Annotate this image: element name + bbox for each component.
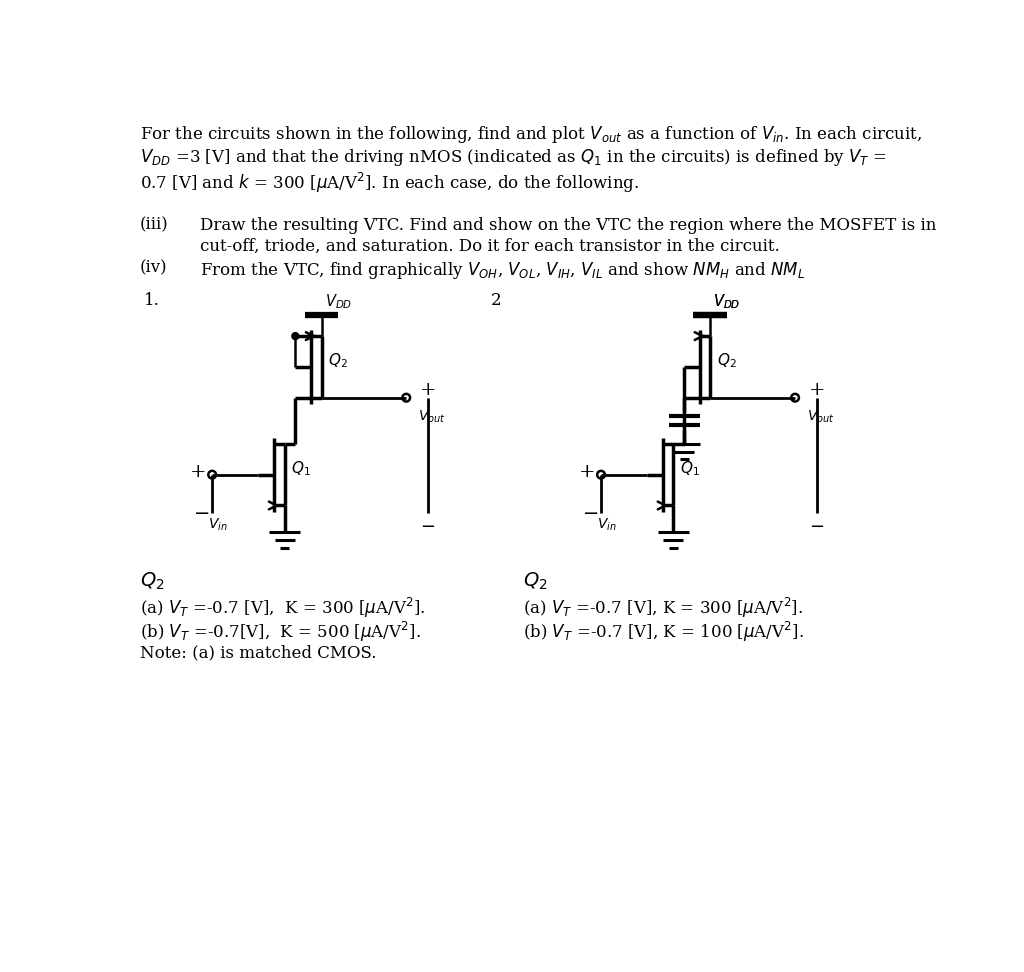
Text: $-$: $-$ [582,503,598,521]
Text: 2: 2 [490,293,502,309]
Text: (a) $V_T$ =-0.7 [V],  K = 300 [$\mu$A/V$^2$].: (a) $V_T$ =-0.7 [V], K = 300 [$\mu$A/V$^… [140,596,425,620]
Text: $Q_1$: $Q_1$ [291,459,310,478]
Text: $V_{DD}$: $V_{DD}$ [714,292,740,311]
Text: +: + [420,381,436,399]
Text: $V_{DD}$ =3 [V] and that the driving nMOS (indicated as $Q_1$ in the circuits) i: $V_{DD}$ =3 [V] and that the driving nMO… [140,148,887,168]
Text: $-$: $-$ [809,516,824,535]
Text: 0.7 [V] and $k$ = 300 [$\mu$A/V$^2$]. In each case, do the following.: 0.7 [V] and $k$ = 300 [$\mu$A/V$^2$]. In… [140,170,639,194]
Text: $V_{out}$: $V_{out}$ [418,408,445,425]
Text: (b) $V_T$ =-0.7[V],  K = 500 [$\mu$A/V$^2$].: (b) $V_T$ =-0.7[V], K = 500 [$\mu$A/V$^2… [140,620,421,644]
Text: $-$: $-$ [420,516,435,535]
Circle shape [292,332,299,339]
Text: $-$: $-$ [194,503,210,521]
Text: $V_{in}$: $V_{in}$ [597,517,616,534]
Text: $V_{out}$: $V_{out}$ [807,408,835,425]
Text: $V_{in}$: $V_{in}$ [208,517,228,534]
Text: $V_{DD}$: $V_{DD}$ [714,292,740,311]
Text: 1.: 1. [144,293,161,309]
Text: From the VTC, find graphically $V_{OH}$, $V_{OL}$, $V_{IH}$, $V_{IL}$ and show $: From the VTC, find graphically $V_{OH}$,… [200,260,805,281]
Text: $Q_2$: $Q_2$ [717,352,736,370]
Text: $V_{DD}$: $V_{DD}$ [325,292,352,311]
Text: +: + [579,463,595,480]
Text: +: + [808,381,825,399]
Text: Note: (a) is matched CMOS.: Note: (a) is matched CMOS. [140,644,376,662]
Text: $Q_2$: $Q_2$ [328,352,347,370]
Text: $Q_2$: $Q_2$ [523,571,548,592]
Text: (a) $V_T$ =-0.7 [V], K = 300 [$\mu$A/V$^2$].: (a) $V_T$ =-0.7 [V], K = 300 [$\mu$A/V$^… [523,596,804,620]
Text: (iii): (iii) [140,217,169,233]
Text: $Q_1$: $Q_1$ [680,459,699,478]
Text: For the circuits shown in the following, find and plot $V_{out}$ as a function o: For the circuits shown in the following,… [140,124,922,146]
Text: (b) $V_T$ =-0.7 [V], K = 100 [$\mu$A/V$^2$].: (b) $V_T$ =-0.7 [V], K = 100 [$\mu$A/V$^… [523,620,804,644]
Text: $Q_2$: $Q_2$ [140,571,165,592]
Text: Draw the resulting VTC. Find and show on the VTC the region where the MOSFET is : Draw the resulting VTC. Find and show on… [200,217,936,233]
Text: (iv): (iv) [140,260,168,277]
Text: cut-off, triode, and saturation. Do it for each transistor in the circuit.: cut-off, triode, and saturation. Do it f… [200,238,779,256]
Text: +: + [190,463,207,480]
